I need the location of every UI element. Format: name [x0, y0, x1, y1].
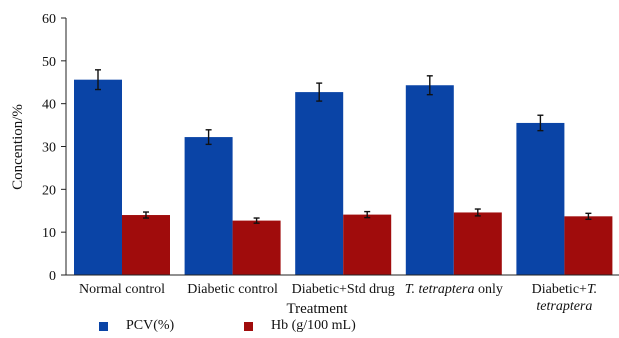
legend-label-pcv: PCV(%): [126, 318, 175, 333]
bars: [74, 69, 613, 276]
bar-pcv-4: [516, 122, 565, 275]
x-axis: Normal control Diabetic control Diabetic+S…: [66, 274, 619, 314]
x-tick-label-2: Diabetic+Std drug: [292, 282, 395, 297]
legend-swatch-hb: [244, 321, 253, 331]
x-tick-label-3: T. tetraptera only: [405, 282, 503, 297]
y-axis-title: Concention/%: [10, 104, 26, 190]
bar-hb-1: [232, 220, 281, 275]
bar-pcv-3: [405, 85, 454, 275]
bar-hb-4: [564, 216, 613, 275]
bar-hb-3: [453, 212, 502, 275]
legend-item-pcv: PCV(%): [99, 318, 174, 334]
bar-pcv-1: [184, 137, 233, 275]
bar-hb-2: [343, 214, 392, 275]
x-tick-label-4: Diabetic+T.: [532, 282, 598, 297]
legend-label-hb: Hb (g/100 mL): [271, 318, 356, 333]
y-tick-label-0: 0: [49, 269, 56, 284]
bar-pcv-2: [295, 92, 344, 275]
y-tick-label-50: 50: [42, 55, 56, 70]
y-tick-label-20: 20: [42, 183, 56, 198]
legend: PCV(%) Hb (g/100 mL): [0, 318, 619, 338]
legend-item-hb: Hb (g/100 mL): [244, 318, 356, 334]
y-tick-label-40: 40: [42, 98, 56, 113]
legend-swatch-pcv: [99, 321, 108, 331]
x-tick-label-1: Diabetic control: [187, 282, 278, 297]
bar-hb-0: [122, 215, 170, 275]
x-tick-label-0: Normal control: [79, 282, 165, 297]
y-tick-label-30: 30: [42, 141, 56, 156]
y-axis: 0 10 20 30 40 50 60: [42, 12, 67, 284]
x-axis-title: Treatment: [286, 301, 348, 317]
x-tick-label-4-line2: tetraptera: [536, 299, 592, 314]
y-tick-label-10: 10: [42, 226, 56, 241]
y-tick-label-60: 60: [42, 12, 56, 27]
bar-pcv-0: [74, 79, 122, 276]
